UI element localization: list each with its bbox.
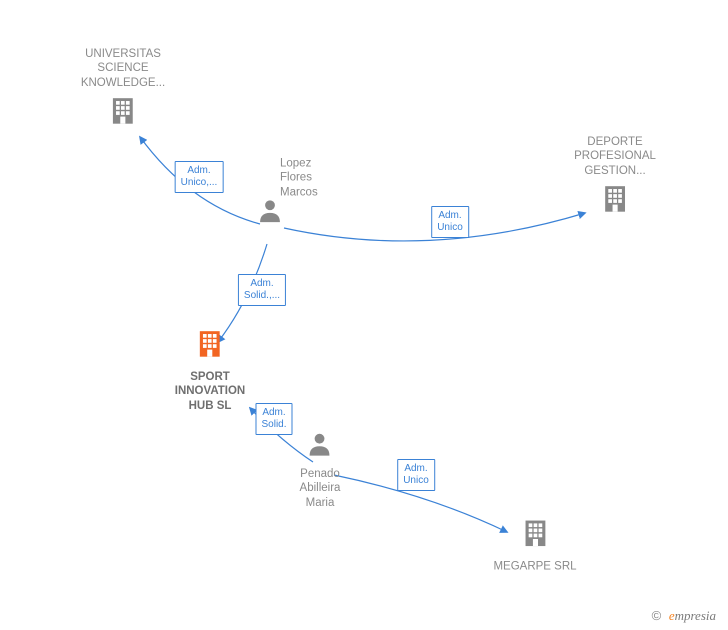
node-n2[interactable]: DEPORTE PROFESIONAL GESTION... — [574, 135, 656, 221]
node-label: MEGARPE SRL — [493, 559, 576, 573]
node-n1[interactable]: UNIVERSITAS SCIENCE KNOWLEDGE... — [81, 47, 165, 133]
node-label: DEPORTE PROFESIONAL GESTION... — [574, 135, 656, 178]
watermark: © empresia — [652, 608, 716, 624]
node-label: Lopez Flores Marcos — [280, 156, 350, 199]
node-n6[interactable]: MEGARPE SRL — [493, 516, 576, 573]
node-label: SPORT INNOVATION HUB SL — [175, 370, 246, 413]
edge-label-1: Adm. Unico — [431, 206, 469, 238]
edge-label-2: Adm. Solid.,... — [238, 274, 286, 306]
edge-label-4: Adm. Unico — [397, 459, 435, 491]
edge-label-0: Adm. Unico,... — [175, 161, 224, 193]
person-icon — [306, 430, 334, 458]
node-label: UNIVERSITAS SCIENCE KNOWLEDGE... — [81, 47, 165, 90]
node-label: Penado Abilleira Maria — [300, 467, 341, 510]
diagram-canvas: Adm. Unico,... Adm. Unico Adm. Solid.,... A… — [0, 0, 728, 630]
node-n3[interactable]: Lopez Flores Marcos — [256, 197, 284, 230]
copyright-symbol: © — [652, 608, 662, 623]
node-n4[interactable]: SPORT INNOVATION HUB SL — [175, 327, 246, 413]
person-icon — [256, 197, 284, 225]
building-icon — [193, 327, 227, 361]
building-icon — [598, 182, 632, 216]
edge-label-3: Adm. Solid. — [255, 403, 292, 435]
building-icon — [106, 94, 140, 128]
node-n5[interactable]: Penado Abilleira Maria — [300, 430, 341, 510]
brand-rest: mpresia — [675, 608, 716, 623]
building-icon — [518, 516, 552, 550]
